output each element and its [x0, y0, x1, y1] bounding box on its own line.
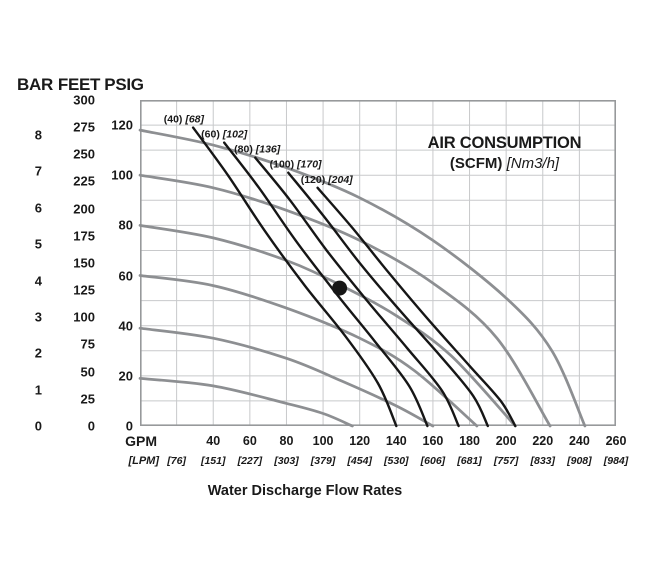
psig-tick-80: 80 — [118, 217, 133, 233]
feet-tick-50: 50 — [80, 364, 95, 380]
gpm-tick-140: 140 — [385, 433, 407, 448]
feet-tick-300: 300 — [73, 92, 95, 108]
bar-tick-7: 7 — [34, 163, 42, 179]
lpm-unit-label: [LPM] — [128, 455, 159, 467]
feet-tick-0: 0 — [87, 418, 95, 434]
lpm-tick-8: [681] — [457, 454, 482, 467]
feet-tick-150: 150 — [73, 255, 95, 271]
gpm-tick-60: 60 — [242, 433, 257, 448]
feet-axis-header: FEET — [57, 75, 101, 94]
psig-tick-40: 40 — [118, 318, 133, 334]
lpm-tick-10: [833] — [530, 454, 556, 467]
feet-tick-125: 125 — [73, 282, 95, 298]
gpm-tick-220: 220 — [532, 433, 554, 448]
gpm-tick-180: 180 — [459, 433, 480, 448]
gpm-tick-240: 240 — [568, 433, 590, 448]
air-consumption-curve-100scfm — [287, 171, 489, 428]
lpm-tick-12: [984] — [603, 454, 629, 467]
air-consumption-title: AIR CONSUMPTION (SCFM) [Nm3/h] — [412, 134, 597, 172]
lpm-tick-3: [303] — [274, 454, 299, 467]
lpm-tick-1: [151] — [200, 454, 226, 467]
air-curve-label: (80) [136] — [234, 144, 281, 156]
lpm-tick-6: [530] — [384, 454, 409, 467]
psig-tick-100: 100 — [111, 167, 133, 183]
air-curve-label: (40) [68] — [164, 114, 205, 126]
scfm-unit-label: (SCFM) — [449, 155, 503, 172]
air-curve-label: (120) [204] — [301, 174, 353, 186]
bar-tick-8: 8 — [34, 127, 42, 143]
gpm-tick-40: 40 — [206, 433, 221, 448]
psig-tick-20: 20 — [118, 368, 133, 384]
nm3h-unit-label: [Nm3/h] — [506, 155, 560, 172]
air-consumption-curve-80scfm — [254, 156, 460, 428]
gpm-tick-100: 100 — [312, 433, 334, 448]
air-consumption-units: (SCFM) [Nm3/h] — [412, 155, 597, 172]
feet-tick-275: 275 — [73, 119, 95, 135]
psig-tick-60: 60 — [118, 268, 133, 284]
performance-curve-20psi — [138, 377, 354, 428]
gpm-tick-120: 120 — [349, 433, 371, 448]
bar-tick-0: 0 — [34, 418, 42, 434]
feet-tick-225: 225 — [73, 173, 95, 189]
air-consumption-title-text: AIR CONSUMPTION — [427, 134, 582, 152]
plot-border — [140, 100, 616, 426]
lpm-tick-11: [908] — [567, 454, 592, 467]
performance-curve-120psi — [138, 128, 587, 428]
bar-tick-6: 6 — [34, 200, 42, 216]
bar-tick-4: 4 — [34, 273, 42, 289]
feet-tick-175: 175 — [73, 228, 95, 244]
bar-tick-5: 5 — [34, 236, 42, 252]
bar-tick-3: 3 — [34, 309, 42, 325]
plot-area: (40) [68] (60) [102] (80) [136] (100) [170]… — [138, 100, 616, 428]
bar-tick-1: 1 — [34, 382, 42, 398]
bar-tick-2: 2 — [34, 345, 42, 361]
gpm-tick-80: 80 — [279, 433, 294, 448]
lpm-tick-5: [454] — [347, 454, 372, 467]
performance-curve-60psi — [138, 274, 479, 428]
psig-tick-0: 0 — [125, 418, 133, 434]
feet-tick-75: 75 — [80, 336, 95, 352]
lpm-tick-4: [379] — [310, 454, 336, 467]
gpm-tick-160: 160 — [422, 433, 444, 448]
performance-curve-40psi — [138, 326, 435, 428]
x-axis-title: Water Discharge Flow Rates — [207, 483, 403, 499]
lpm-tick-0: [76] — [167, 454, 186, 467]
psig-tick-120: 120 — [111, 117, 133, 133]
air-consumption-curve-40scfm — [191, 126, 398, 428]
operating-point-dot — [332, 280, 348, 296]
air-consumption-curve-120scfm — [316, 186, 517, 428]
bar-axis-header: BAR — [17, 75, 53, 94]
air-curve-label: (100) [170] — [270, 159, 322, 171]
feet-tick-250: 250 — [73, 146, 95, 162]
lpm-tick-2: [227] — [237, 454, 263, 467]
air-curve-label: (60) [102] — [201, 129, 248, 141]
feet-tick-100: 100 — [73, 309, 95, 325]
lpm-tick-9: [757] — [493, 454, 519, 467]
gpm-tick-200: 200 — [495, 433, 517, 448]
gpm-tick-260: 260 — [605, 433, 627, 448]
psig-axis-header: PSIG — [104, 75, 144, 94]
feet-tick-25: 25 — [80, 391, 95, 407]
gpm-unit-label: GPM — [125, 433, 157, 449]
feet-tick-200: 200 — [73, 201, 95, 217]
lpm-tick-7: [606] — [420, 454, 446, 467]
